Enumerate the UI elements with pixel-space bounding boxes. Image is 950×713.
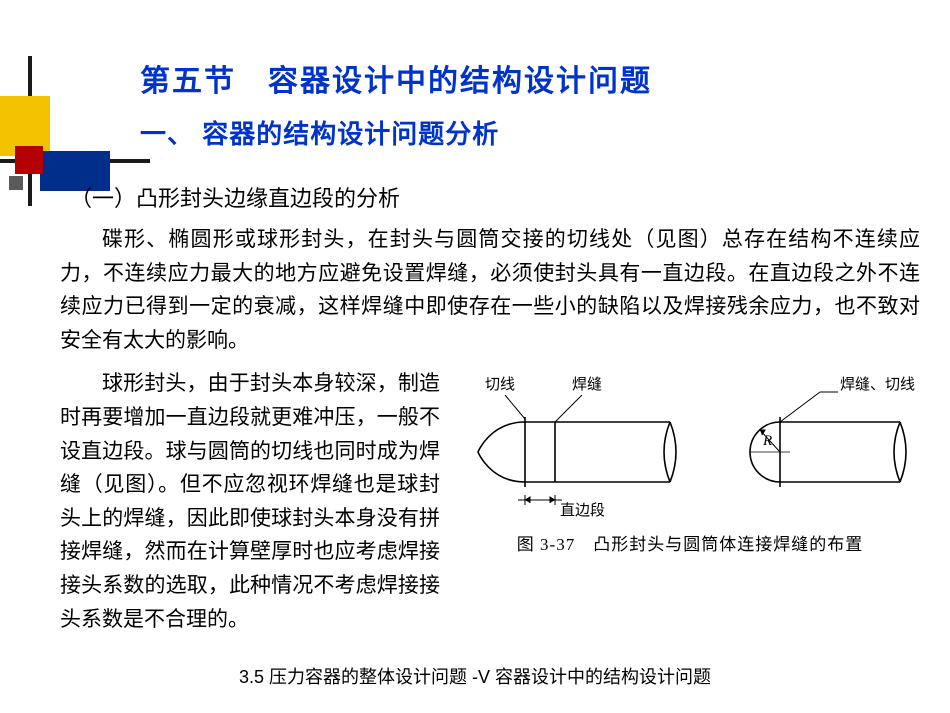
paragraph-2: 球形封头，由于封头本身较深，制造时再要增加一直边段就更难冲压，一般不设直边段。球… [60, 367, 440, 636]
slide-footer: 3.5 压力容器的整体设计问题 -V 容器设计中的结构设计问题 [0, 663, 950, 689]
label-weld-tangent: 焊缝、切线 [840, 376, 915, 393]
label-weld: 焊缝 [572, 376, 602, 393]
paragraph-1: 碟形、椭圆形或球形封头，在封头与圆筒交接的切线处（见图）总存在结构不连续应力，不… [60, 223, 920, 357]
label-tangent: 切线 [485, 376, 515, 393]
slide-title: 第五节 容器设计中的结构设计问题 [140, 56, 920, 100]
section-heading: （一）凸形封头边缘直边段的分析 [70, 181, 920, 213]
figure-diagram: 切线 焊缝 直边段 [460, 367, 920, 517]
slide-subtitle: 一、 容器的结构设计问题分析 [140, 114, 920, 151]
label-straight: 直边段 [560, 502, 605, 517]
figure-caption: 图 3-37 凸形封头与圆筒体连接焊缝的布置 [460, 530, 920, 555]
label-R: R [762, 433, 772, 449]
